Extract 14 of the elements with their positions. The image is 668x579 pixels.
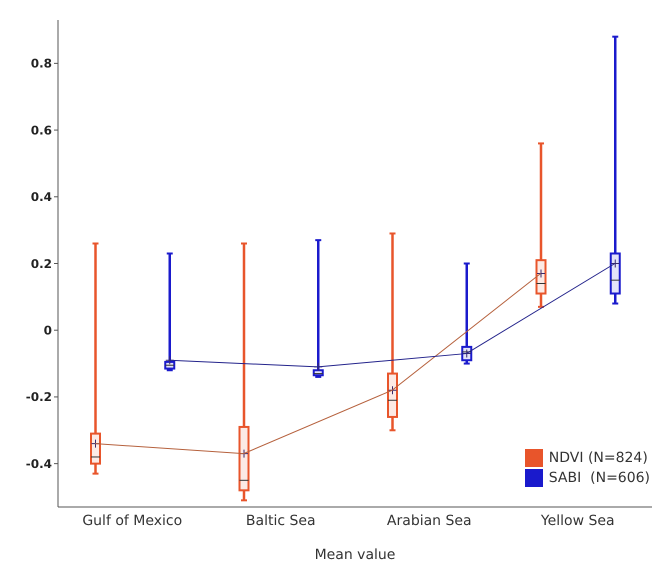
- x-tick-label: Arabian Sea: [386, 512, 472, 529]
- y-tick-label: -0.2: [26, 390, 52, 404]
- y-tick-label: 0.8: [30, 56, 52, 71]
- legend-label: SABI (N=606): [548, 470, 650, 486]
- y-tick-label: 0.4: [30, 190, 52, 204]
- y-tick-label: 0.6: [30, 123, 52, 138]
- x-tick-label: Baltic Sea: [246, 512, 316, 529]
- x-tick-label: Yellow Sea: [540, 512, 615, 529]
- y-tick-label: 0: [44, 323, 52, 338]
- x-tick-label: Gulf of Mexico: [82, 512, 182, 529]
- y-tick-label: -0.4: [26, 456, 52, 471]
- y-tick-label: 0.2: [30, 256, 52, 271]
- legend-label: NDVI (N=824): [548, 450, 648, 466]
- x-axis-title: Mean value: [314, 547, 396, 563]
